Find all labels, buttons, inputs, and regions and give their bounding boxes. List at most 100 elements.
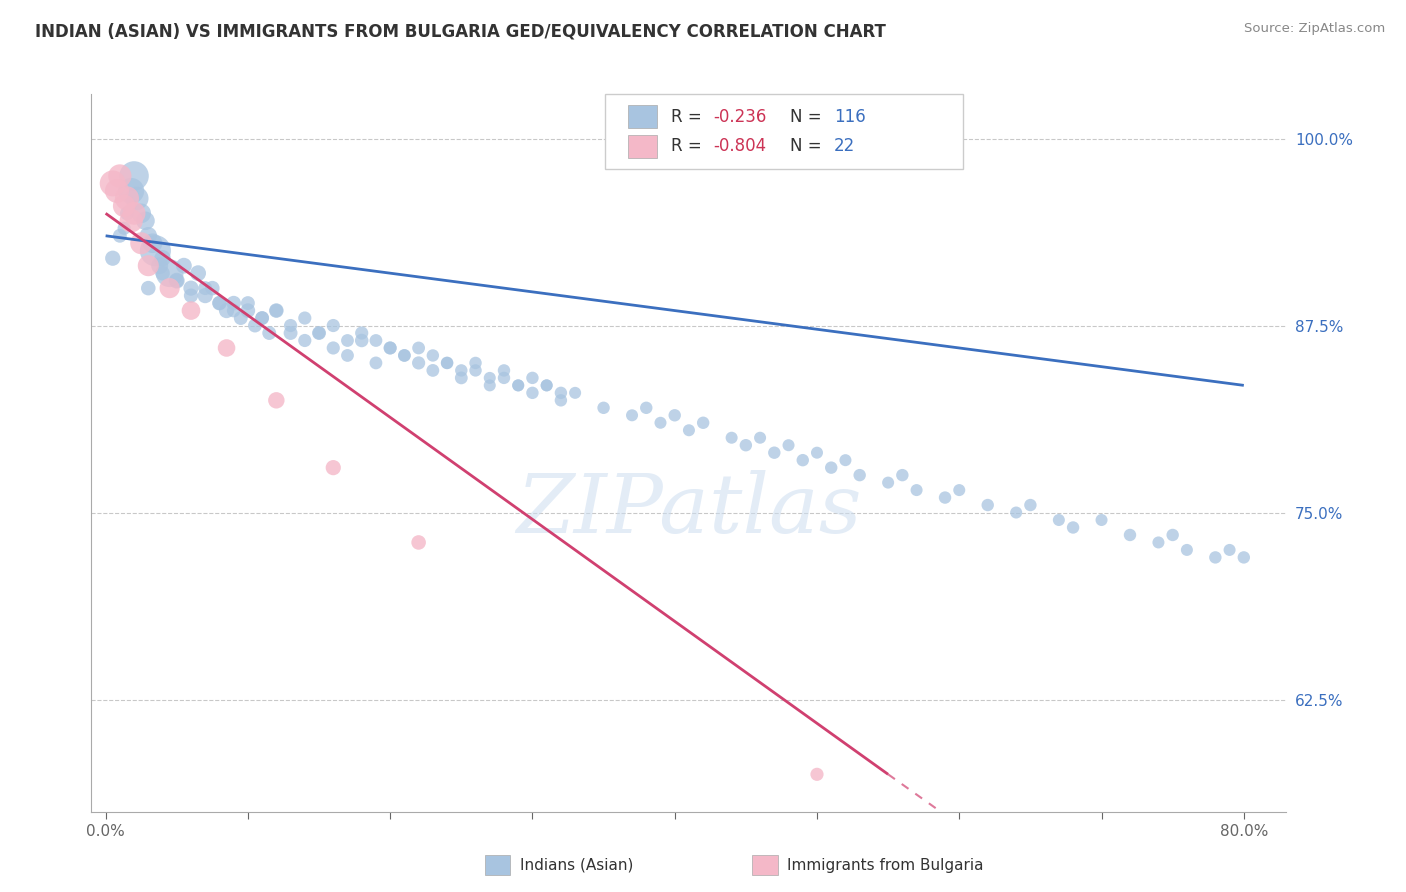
Point [180, 281, 202, 295]
Point [122, 206, 145, 220]
Point [778, 438, 800, 452]
Text: 116: 116 [834, 108, 866, 126]
Point [322, 318, 344, 333]
Point [134, 214, 156, 228]
Point [336, 334, 359, 348]
Point [436, 356, 458, 370]
Point [692, 416, 714, 430]
Point [129, 206, 152, 220]
Point [364, 356, 387, 370]
Point [1233, 550, 1256, 565]
Point [294, 311, 316, 326]
Point [280, 326, 302, 340]
Text: -0.804: -0.804 [713, 137, 766, 155]
Text: N =: N = [790, 137, 827, 155]
Point [152, 251, 174, 265]
Point [120, 214, 142, 228]
Point [1005, 506, 1028, 520]
Point [136, 281, 159, 295]
Point [1219, 543, 1241, 558]
Point [215, 341, 238, 355]
Text: R =: R = [671, 108, 707, 126]
Point [122, 169, 145, 183]
Point [1175, 543, 1198, 558]
Point [508, 378, 530, 392]
Point [792, 453, 814, 467]
Point [280, 318, 302, 333]
Point [749, 431, 772, 445]
Point [408, 356, 430, 370]
Point [180, 303, 202, 318]
Point [720, 431, 742, 445]
Point [159, 266, 181, 280]
Point [492, 371, 515, 385]
Point [508, 378, 530, 392]
Point [806, 446, 828, 460]
Point [250, 311, 273, 326]
Point [536, 378, 558, 392]
Point [820, 460, 842, 475]
Point [101, 177, 124, 191]
Text: N =: N = [790, 108, 827, 126]
Text: INDIAN (ASIAN) VS IMMIGRANTS FROM BULGARIA GED/EQUIVALENCY CORRELATION CHART: INDIAN (ASIAN) VS IMMIGRANTS FROM BULGAR… [35, 22, 886, 40]
Point [436, 356, 458, 370]
Point [222, 303, 245, 318]
Point [115, 206, 138, 220]
Point [408, 535, 430, 549]
Point [763, 446, 786, 460]
Point [243, 318, 266, 333]
Text: Source: ZipAtlas.com: Source: ZipAtlas.com [1244, 22, 1385, 36]
Point [322, 341, 344, 355]
Point [834, 453, 856, 467]
Point [266, 303, 288, 318]
Point [422, 348, 444, 362]
Point [664, 409, 686, 423]
Point [394, 348, 416, 362]
Point [422, 363, 444, 377]
Point [115, 191, 138, 205]
Point [159, 281, 181, 295]
Point [257, 326, 280, 340]
Point [266, 393, 288, 408]
Point [308, 326, 330, 340]
Point [905, 483, 928, 497]
Point [142, 236, 165, 251]
Point [464, 356, 486, 370]
Point [378, 341, 402, 355]
Point [636, 401, 658, 415]
Point [201, 281, 224, 295]
Point [208, 296, 231, 310]
Point [108, 169, 131, 183]
Point [136, 228, 159, 243]
Point [236, 303, 259, 318]
Point [1090, 513, 1112, 527]
Point [536, 378, 558, 392]
Point [222, 296, 245, 310]
Point [678, 423, 700, 437]
Point [378, 341, 402, 355]
Point [125, 191, 148, 205]
Point [187, 266, 209, 280]
Point [592, 401, 614, 415]
Point [350, 326, 373, 340]
Point [229, 311, 252, 326]
Point [976, 498, 998, 512]
Point [136, 259, 159, 273]
Point [152, 266, 174, 280]
Point [322, 460, 344, 475]
Point [408, 341, 430, 355]
Point [1119, 528, 1142, 542]
Point [464, 363, 486, 377]
Point [149, 259, 172, 273]
Text: Immigrants from Bulgaria: Immigrants from Bulgaria [787, 858, 984, 872]
Point [877, 475, 900, 490]
Point [1047, 513, 1070, 527]
Point [621, 409, 644, 423]
Point [478, 378, 501, 392]
Point [180, 288, 202, 302]
Point [166, 274, 188, 288]
Text: ZIPatlas: ZIPatlas [516, 470, 862, 550]
Point [450, 371, 472, 385]
Point [236, 296, 259, 310]
Text: R =: R = [671, 137, 707, 155]
